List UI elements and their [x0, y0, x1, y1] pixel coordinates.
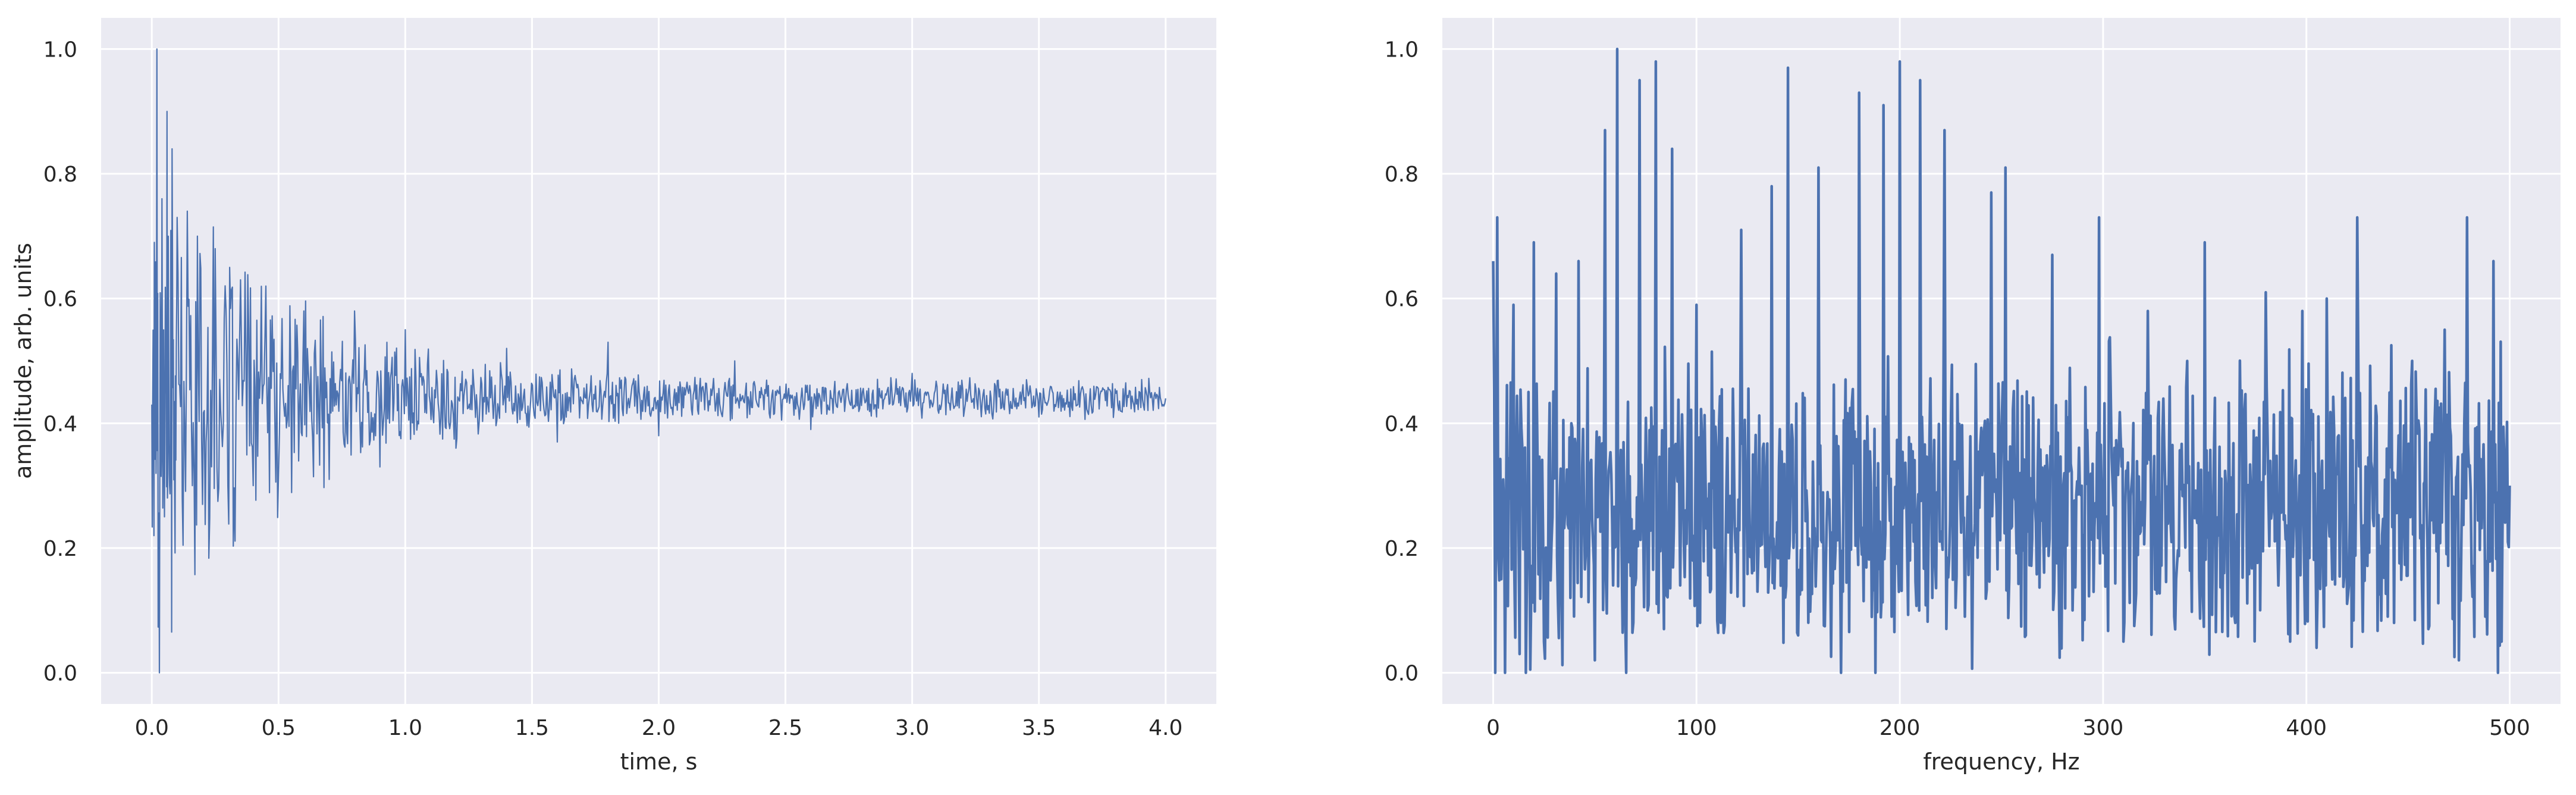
- y-tick-label: 0.2: [43, 537, 77, 561]
- amplitude-series-line: [151, 48, 1166, 674]
- x-tick-label: 3.0: [895, 716, 929, 740]
- x-tick-label: 200: [1880, 716, 1921, 740]
- x-tick-label: 2.5: [768, 716, 802, 740]
- y-tick-label: 0.2: [1385, 537, 1419, 561]
- x-tick-label: 3.5: [1022, 716, 1056, 740]
- y-tick-label: 0.6: [1385, 287, 1419, 312]
- x-tick-label: 0.0: [135, 716, 169, 740]
- y-tick-label: 0.8: [1385, 162, 1419, 187]
- frequency-spectrum-chart: 0 100 200 300 400 500 0.0 0.2 0.4 0.6 0.8 1.0 freque…: [1385, 18, 2561, 775]
- plot-area: [1442, 18, 2561, 704]
- y-tick-label: 0.8: [43, 162, 77, 187]
- x-tick-label: 0: [1486, 716, 1500, 740]
- time-domain-chart: 0.0 0.5 1.0 1.5 2.0 2.5 3.0 3.5 4.0 0.0 0.2 0.4 0.6 0…: [10, 18, 1216, 775]
- x-tick-label: 4.0: [1149, 716, 1182, 740]
- x-tick-label: 400: [2286, 716, 2327, 740]
- x-axis-label: time, s: [620, 749, 698, 775]
- y-tick-label: 0.4: [1385, 412, 1419, 436]
- x-axis-label: frequency, Hz: [1923, 749, 2079, 775]
- x-tick-label: 100: [1676, 716, 1717, 740]
- x-tick-label: 500: [2489, 716, 2530, 740]
- x-tick-label: 1.5: [515, 716, 549, 740]
- x-tick-label: 1.0: [388, 716, 422, 740]
- y-tick-label: 0.6: [43, 287, 77, 312]
- x-tick-label: 2.0: [642, 716, 676, 740]
- y-tick-label: 0.0: [1385, 662, 1419, 686]
- y-axis-label: amplitude, arb. units: [10, 243, 36, 479]
- x-tick-label: 0.5: [262, 716, 296, 740]
- y-tick-label: 0.4: [43, 412, 77, 436]
- x-tick-label: 300: [2083, 716, 2124, 740]
- y-tick-label: 1.0: [1385, 37, 1419, 62]
- spectrum-series-line: [1492, 48, 2511, 674]
- y-tick-label: 1.0: [43, 37, 77, 62]
- y-tick-label: 0.0: [43, 662, 77, 686]
